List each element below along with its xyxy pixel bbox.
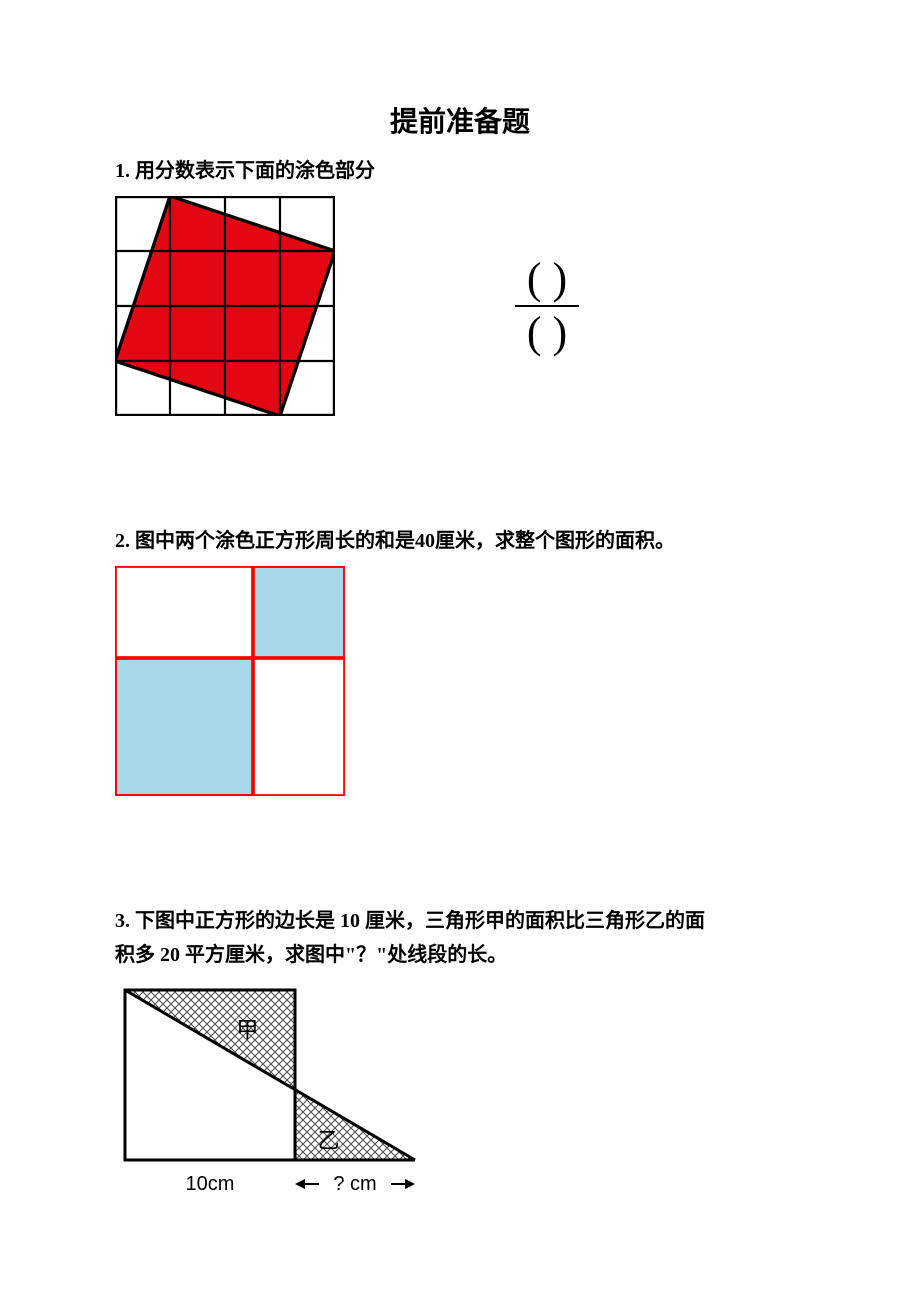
page-title: 提前准备题 bbox=[115, 100, 805, 140]
q3-prompt-line1: 3. 下图中正方形的边长是 10 厘米，三角形甲的面积比三角形乙的面 bbox=[115, 906, 805, 936]
q2-prompt: 2. 图中两个涂色正方形周长的和是40厘米，求整个图形的面积。 bbox=[115, 526, 805, 556]
fraction-numerator-blank: ( ) bbox=[515, 255, 579, 303]
fraction-denominator-blank: ( ) bbox=[515, 309, 579, 357]
fraction-blank: ( ) ( ) bbox=[515, 255, 579, 357]
q2-figure bbox=[115, 566, 345, 796]
q3-figure: 甲乙 10cm ? cm bbox=[115, 980, 435, 1210]
svg-text:甲: 甲 bbox=[236, 1018, 258, 1043]
svg-text:? cm: ? cm bbox=[333, 1173, 376, 1195]
q1-prompt: 1. 用分数表示下面的涂色部分 bbox=[115, 156, 805, 186]
question-3: 3. 下图中正方形的边长是 10 厘米，三角形甲的面积比三角形乙的面 积多 20… bbox=[115, 906, 805, 1210]
question-1: 1. 用分数表示下面的涂色部分 ( ) ( ) bbox=[115, 156, 805, 416]
fraction-bar bbox=[515, 305, 579, 307]
svg-text:10cm: 10cm bbox=[186, 1173, 235, 1195]
question-2: 2. 图中两个涂色正方形周长的和是40厘米，求整个图形的面积。 bbox=[115, 526, 805, 796]
svg-text:乙: 乙 bbox=[318, 1128, 340, 1153]
q3-prompt-line2: 积多 20 平方厘米，求图中"？"处线段的长。 bbox=[115, 940, 805, 970]
q1-figure bbox=[115, 196, 335, 416]
